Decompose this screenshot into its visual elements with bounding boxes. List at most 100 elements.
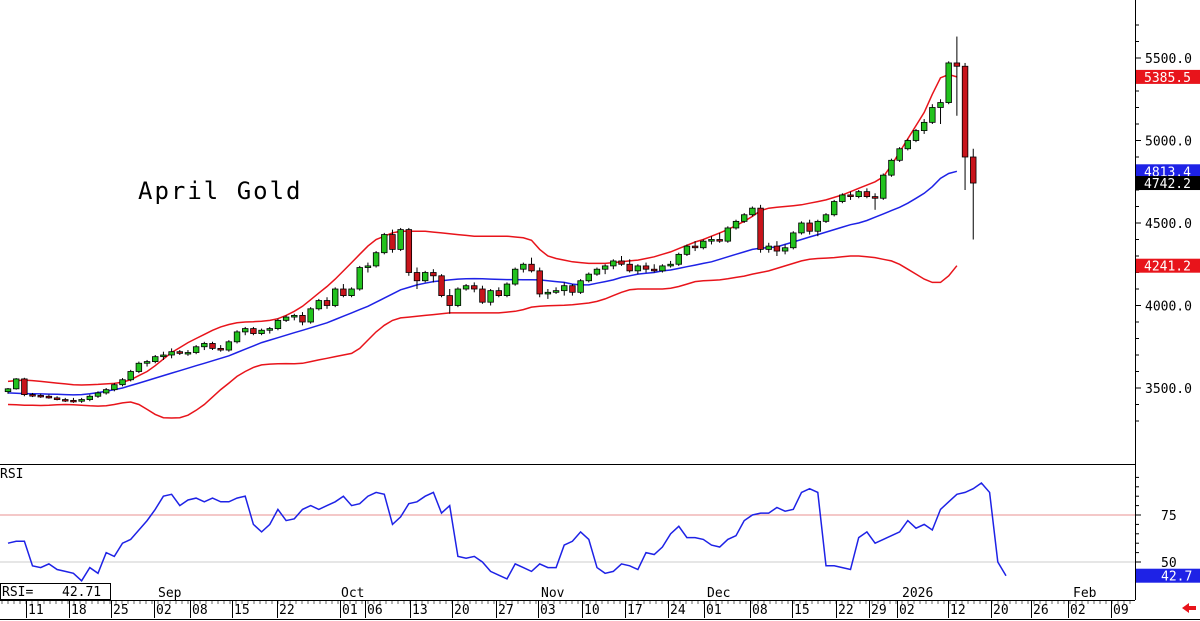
candle-body <box>356 267 363 290</box>
candle <box>152 355 159 364</box>
candle-body <box>610 260 617 267</box>
last-value-tag-label: 5385.5 <box>1144 71 1191 86</box>
candle <box>544 289 552 299</box>
candle <box>912 128 920 143</box>
candle-body <box>111 384 118 391</box>
candle <box>773 241 781 256</box>
candle <box>806 219 813 235</box>
day-label: 08 <box>752 603 768 618</box>
candle-body <box>790 232 797 249</box>
candle <box>323 297 331 309</box>
rsi-tick-label: 50 <box>1161 556 1177 571</box>
candle-body <box>953 62 961 67</box>
candle-body <box>863 191 871 197</box>
day-label: 02 <box>899 603 915 618</box>
candle <box>511 267 519 286</box>
candle <box>749 206 756 217</box>
candle <box>192 345 200 355</box>
day-label: 10 <box>584 603 600 618</box>
candle-body <box>593 268 601 275</box>
candle <box>364 262 372 273</box>
candle-body <box>487 290 494 303</box>
candle-body <box>348 288 355 296</box>
candle <box>421 270 429 283</box>
candle-body <box>552 290 560 293</box>
candle <box>258 328 265 336</box>
candle-body <box>945 62 952 103</box>
candle <box>299 312 306 326</box>
candle-body <box>94 392 102 397</box>
candle-body <box>806 222 813 232</box>
candle-body <box>691 245 699 249</box>
candle <box>642 262 650 273</box>
candle <box>45 394 53 399</box>
month-label: Feb <box>1073 586 1097 601</box>
candle <box>389 229 396 253</box>
candle-body <box>233 331 241 343</box>
candle <box>675 252 682 266</box>
candle-body <box>176 351 183 354</box>
candle <box>593 267 601 276</box>
candle <box>381 232 388 255</box>
last-value-tag: 4241.2 <box>1136 258 1200 275</box>
candle-body <box>168 351 175 356</box>
candle <box>937 99 944 124</box>
last-value-tag-bg <box>1136 258 1200 273</box>
candle <box>667 260 674 268</box>
candle-body <box>528 263 535 272</box>
price-tick-label: 3500.0 <box>1145 382 1192 397</box>
day-label: 25 <box>113 603 129 618</box>
candle-body <box>732 220 740 229</box>
candle-body <box>160 354 167 358</box>
candle-body <box>724 227 732 242</box>
price-tick-label: 4500.0 <box>1145 217 1192 232</box>
candle <box>462 284 470 291</box>
rsi-pane-label: RSI <box>0 467 23 482</box>
candle-body <box>471 285 478 290</box>
last-value-tag-bg <box>1136 176 1200 191</box>
scroll-right-arrow-icon[interactable] <box>1182 603 1196 613</box>
candle-body <box>536 270 543 295</box>
candle <box>479 285 486 304</box>
candle-body <box>446 295 453 306</box>
candle-body <box>258 329 265 334</box>
candle-body <box>847 194 854 197</box>
candle <box>4 388 12 394</box>
day-label: 08 <box>192 603 208 618</box>
candle-body <box>618 260 625 265</box>
candle-body <box>323 300 331 306</box>
candle-body <box>765 245 772 250</box>
candle-body <box>53 397 61 400</box>
candle-body <box>741 214 748 222</box>
candle-body <box>708 239 715 242</box>
candle <box>757 204 764 253</box>
candle <box>102 388 110 395</box>
candle-body <box>12 378 20 390</box>
candle-body <box>340 288 347 296</box>
candle <box>356 265 363 291</box>
day-label: 01 <box>342 603 358 618</box>
candle <box>94 391 102 398</box>
candle <box>135 361 143 374</box>
candle <box>176 350 183 355</box>
candle-body <box>577 280 584 293</box>
candle <box>552 287 560 294</box>
day-label: 15 <box>794 603 810 618</box>
candle-body <box>389 234 396 250</box>
candle <box>626 259 633 273</box>
candle-body <box>675 253 682 265</box>
candle-body <box>135 362 143 372</box>
candle <box>438 274 445 298</box>
month-label: Sep <box>158 586 182 601</box>
chart-title: April Gold <box>138 177 303 205</box>
candle <box>160 351 167 360</box>
candle <box>741 213 748 223</box>
candle <box>610 259 617 270</box>
candle <box>601 264 609 275</box>
candle <box>708 236 715 245</box>
candle <box>970 148 977 240</box>
candle <box>446 289 453 314</box>
candle-body <box>520 263 527 270</box>
month-label: 2026 <box>902 586 933 601</box>
